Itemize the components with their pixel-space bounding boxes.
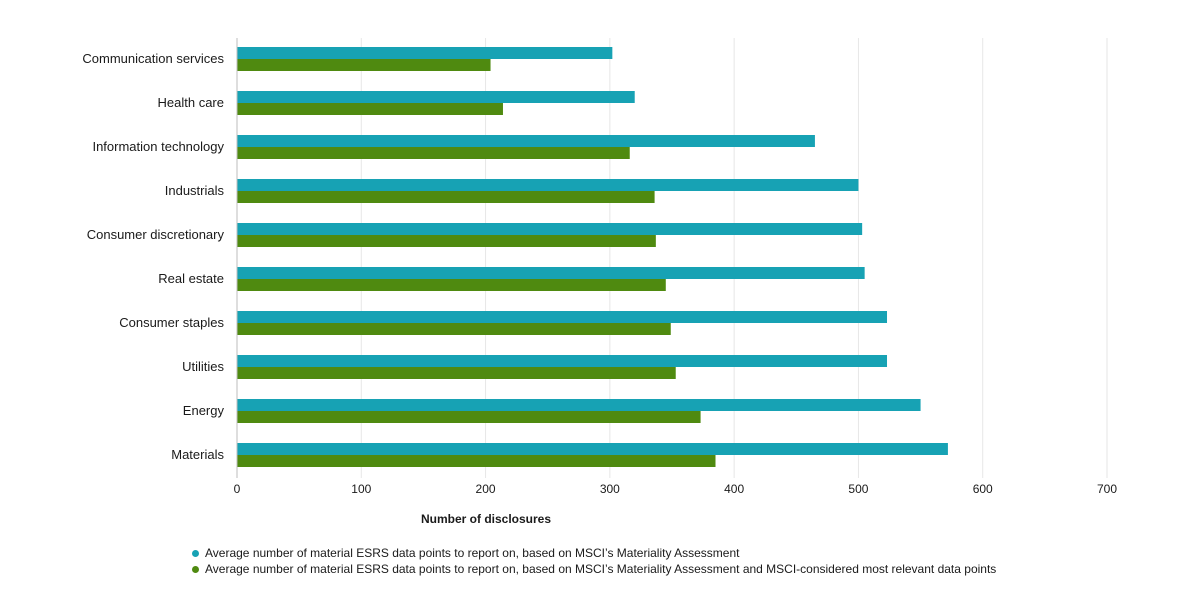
x-axis-ticks: 0 100 200 300 400 500 600 700 xyxy=(234,482,1118,496)
bar-series-1 xyxy=(237,311,888,323)
legend-label-series-1: Average number of material ESRS data poi… xyxy=(205,546,740,560)
bar-series-1 xyxy=(237,179,859,191)
bar-series-1 xyxy=(237,399,921,411)
bars xyxy=(237,47,948,467)
x-axis-title: Number of disclosures xyxy=(421,512,551,526)
bar-series-1 xyxy=(237,223,863,235)
bar-series-1 xyxy=(237,47,613,59)
category-label: Energy xyxy=(183,403,225,418)
bar-series-2 xyxy=(237,147,630,159)
bar-series-2 xyxy=(237,235,656,247)
x-tick-label: 600 xyxy=(973,482,993,496)
x-tick-label: 400 xyxy=(724,482,744,496)
legend: Average number of material ESRS data poi… xyxy=(192,545,1152,577)
x-tick-label: 700 xyxy=(1097,482,1117,496)
bar-series-2 xyxy=(237,367,676,379)
category-label: Consumer discretionary xyxy=(87,227,225,242)
bar-series-1 xyxy=(237,91,635,103)
bar-series-1 xyxy=(237,135,815,147)
category-label: Utilities xyxy=(182,359,224,374)
x-tick-label: 100 xyxy=(351,482,371,496)
x-tick-label: 200 xyxy=(476,482,496,496)
bar-series-2 xyxy=(237,279,666,291)
x-tick-label: 0 xyxy=(234,482,241,496)
bar-series-2 xyxy=(237,411,701,423)
category-label: Health care xyxy=(158,95,224,110)
bar-series-2 xyxy=(237,323,671,335)
category-label: Materials xyxy=(171,447,224,462)
bar-series-2 xyxy=(237,103,503,115)
category-labels: Communication services Health care Informa… xyxy=(82,51,224,462)
bar-series-2 xyxy=(237,191,655,203)
legend-marker-series-1 xyxy=(192,549,199,557)
legend-item-series-2: Average number of material ESRS data poi… xyxy=(192,561,1152,577)
category-label: Information technology xyxy=(92,139,224,154)
x-tick-label: 300 xyxy=(600,482,620,496)
category-label: Real estate xyxy=(158,271,224,286)
x-tick-label: 500 xyxy=(848,482,868,496)
category-label: Consumer staples xyxy=(119,315,224,330)
bar-series-1 xyxy=(237,443,948,455)
legend-label-series-2: Average number of material ESRS data poi… xyxy=(205,562,997,576)
legend-item-series-1: Average number of material ESRS data poi… xyxy=(192,545,1152,561)
bar-series-1 xyxy=(237,267,865,279)
bar-series-2 xyxy=(237,455,716,467)
category-label: Industrials xyxy=(165,183,225,198)
bar-series-1 xyxy=(237,355,888,367)
bar-series-2 xyxy=(237,59,491,71)
legend-marker-series-2 xyxy=(192,565,199,573)
category-label: Communication services xyxy=(82,51,224,66)
